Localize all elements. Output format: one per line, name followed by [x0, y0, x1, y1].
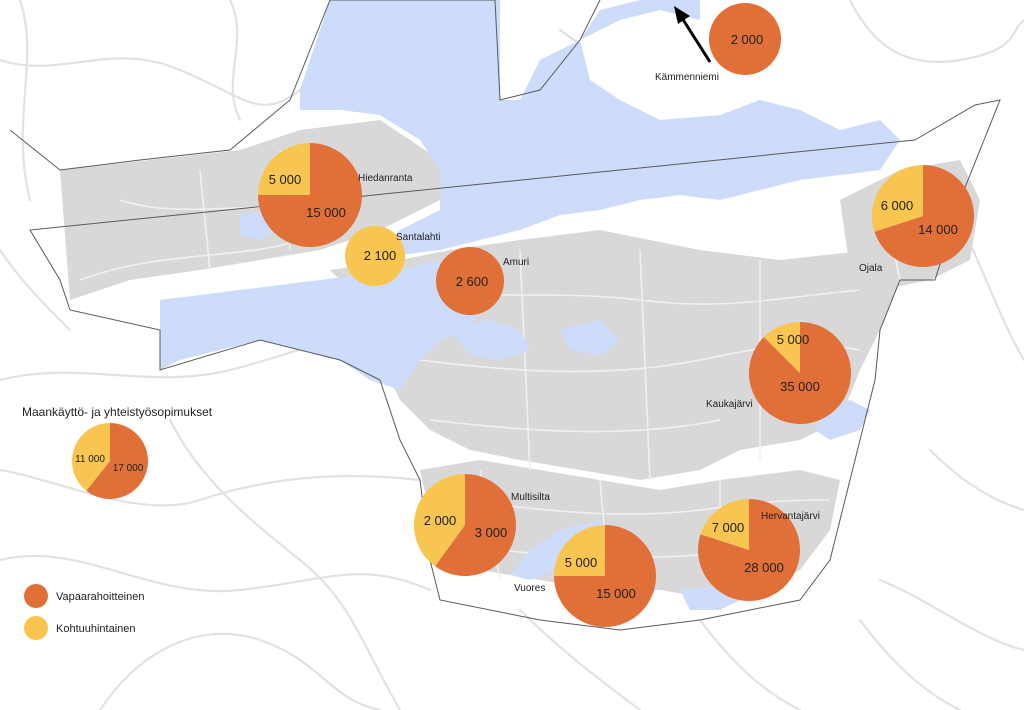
place-label-hervantajarvi: Hervantajärvi: [761, 511, 820, 522]
legend-swatch-moderate-price: [24, 616, 48, 640]
pie-value-free-financed: 2 600: [456, 274, 489, 289]
place-label-kammenniemi: Kämmenniemi: [655, 72, 719, 83]
pie-k-mmenniemi: 2 000: [709, 3, 781, 75]
pie-value-free-financed: 28 000: [744, 560, 784, 575]
pie-value-free-financed: 2 000: [731, 32, 764, 47]
pie-slice-free-financed: [436, 247, 504, 315]
pie-value-free-financed: 14 000: [918, 222, 958, 237]
pie-kaukaj-rvi: 5 000 35 000: [749, 322, 851, 424]
legend-label-free-financed: Vapaarahoitteinen: [56, 591, 144, 603]
pie-amuri: 2 600: [436, 247, 504, 315]
pie-slice-moderate-price: [763, 322, 800, 373]
legend-pie-title: Maankäyttö- ja yhteistyösopimukset: [22, 405, 213, 419]
pie-value-moderate-price: 11 000: [75, 454, 105, 465]
pie-ojala: 6 000 14 000: [871, 165, 974, 267]
pie-slice-moderate-price: [414, 474, 465, 567]
pie-hervantaj-rvi: 7 000 28 000: [698, 499, 800, 602]
pie-slice-moderate-price: [72, 423, 110, 491]
pie-charts: 2 000 5 000 15 000 2 100 2 600 6 000 14 000 5 0…: [72, 3, 974, 627]
pie-slice-free-financed: [435, 474, 517, 577]
pie-slice-free-financed: [874, 165, 974, 267]
pie-slice-free-financed: [709, 3, 781, 75]
pie-vuores: 5 000 15 000: [554, 525, 656, 627]
city-boundary: [9, 0, 1001, 631]
pie-slice-moderate-price: [258, 143, 310, 195]
pie-santalahti: 2 100: [345, 226, 405, 286]
pie-slice-moderate-price: [554, 525, 605, 576]
legend-swatch-free-financed: [24, 584, 48, 608]
place-labels: Kämmenniemi Hiedanranta Santalahti Amuri…: [358, 72, 883, 594]
pie-value-free-financed: 15 000: [596, 586, 636, 601]
legend-label-moderate-price: Kohtuuhintainen: [56, 623, 136, 635]
pie-value-moderate-price: 7 000: [712, 520, 745, 535]
pie-value-moderate-price: 2 100: [364, 248, 397, 263]
legend: Maankäyttö- ja yhteistyösopimukset Vapaa…: [22, 405, 213, 640]
pie-value-moderate-price: 5 000: [269, 172, 302, 187]
pie-slice-moderate-price: [700, 499, 749, 550]
pie-value-moderate-price: 5 000: [565, 555, 598, 570]
pie-hiedanranta: 5 000 15 000: [258, 143, 362, 247]
place-label-santalahti: Santalahti: [396, 232, 440, 243]
pie-value-free-financed: 15 000: [306, 205, 346, 220]
pie-value-free-financed: 17 000: [113, 463, 144, 474]
place-label-multisilta: Multisilta: [511, 492, 550, 503]
kammenniemi-landmass: [580, 10, 720, 100]
pie-value-moderate-price: 6 000: [881, 198, 914, 213]
pie-slice-moderate-price: [345, 226, 405, 286]
pie-value-free-financed: 35 000: [780, 379, 820, 394]
place-label-ojala: Ojala: [859, 263, 883, 274]
pie-maank-ytt-ja-yhteisty-sopimukset: 11 000 17 000: [72, 423, 149, 500]
pie-multisilta: 2 000 3 000: [414, 474, 517, 577]
place-label-amuri: Amuri: [503, 257, 529, 268]
pie-slice-free-financed: [86, 423, 149, 500]
pie-slice-moderate-price: [871, 165, 923, 232]
pie-value-moderate-price: 2 000: [424, 513, 457, 528]
kammenniemi-arrow: [674, 6, 712, 63]
pie-value-moderate-price: 5 000: [777, 332, 810, 347]
place-label-kaukajarvi: Kaukajärvi: [706, 399, 753, 410]
place-label-hiedanranta: Hiedanranta: [358, 173, 413, 184]
place-label-vuores: Vuores: [514, 583, 545, 594]
pie-value-free-financed: 3 000: [475, 525, 508, 540]
